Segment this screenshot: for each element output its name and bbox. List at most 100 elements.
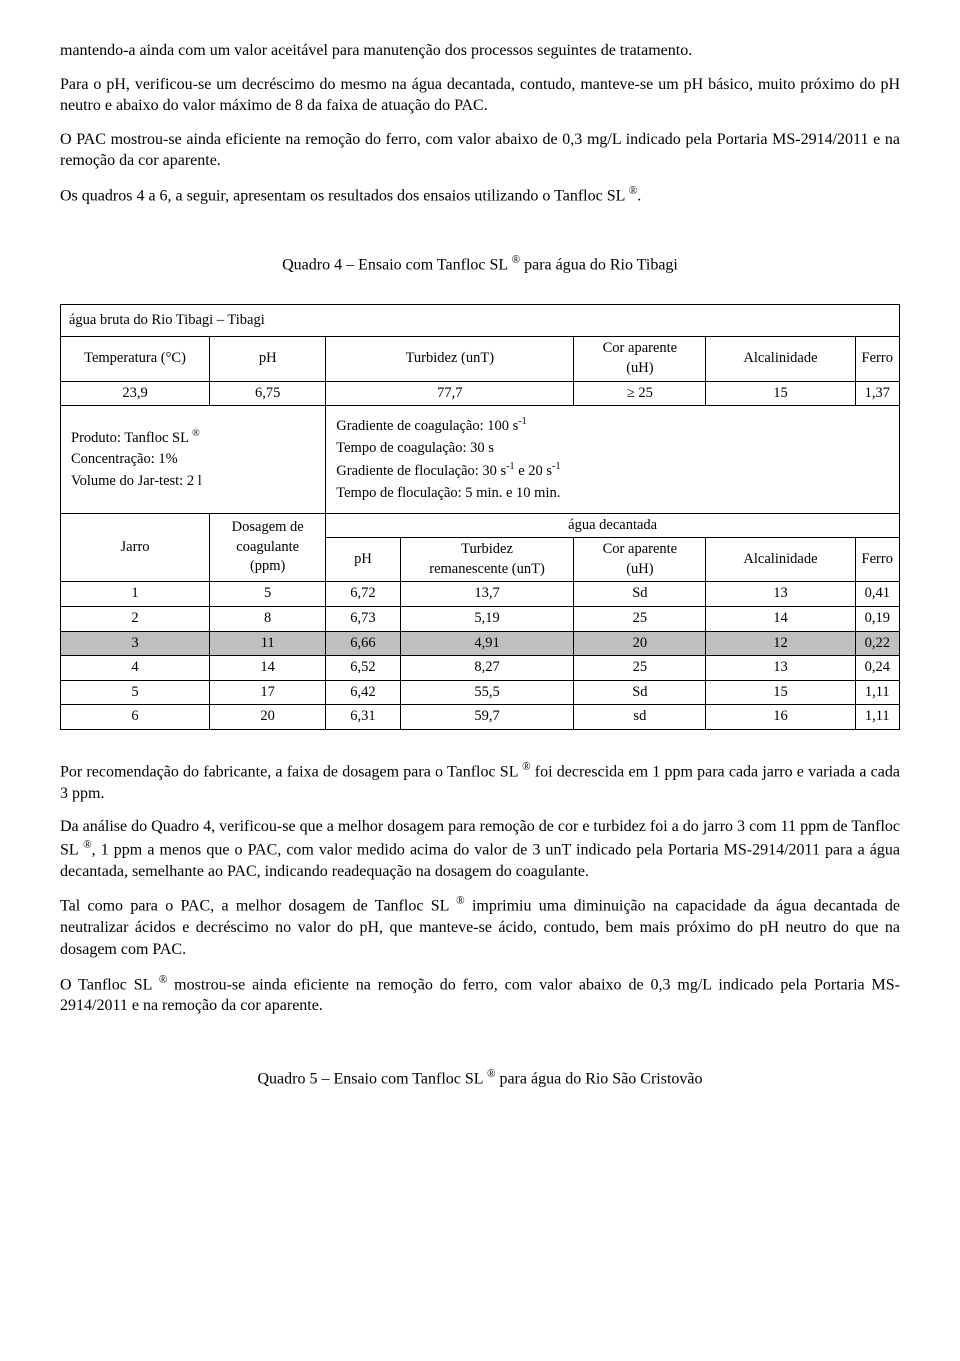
hdr2-jarro: Jarro (61, 513, 210, 582)
cell-a: 12 (706, 631, 855, 656)
cell-f: 0,22 (855, 631, 899, 656)
cell-j: 3 (61, 631, 210, 656)
cell-t: 4,91 (400, 631, 574, 656)
cell-j: 6 (61, 705, 210, 730)
cell-ph: 6,52 (326, 656, 400, 681)
raw-alc: 15 (706, 381, 855, 406)
cell-d: 5 (210, 582, 326, 607)
para-4a: Os quadros 4 a 6, a seguir, apresentam o… (60, 187, 629, 204)
cell-t: 8,27 (400, 656, 574, 681)
para-6: Da análise do Quadro 4, verificou-se que… (60, 816, 900, 882)
hdr-alc: Alcalinidade (706, 337, 855, 381)
cell-a: 16 (706, 705, 855, 730)
sup-neg1: -1 (552, 461, 560, 472)
cell-c: 20 (574, 631, 706, 656)
prod-r4: Tempo de floculação: 5 min. e 10 min. (336, 485, 560, 501)
cor-l1: Cor aparente (603, 541, 677, 557)
table-row: 156,7213,7Sd130,41 (61, 582, 900, 607)
hdr2-cor: Cor aparente (uH) (574, 538, 706, 582)
cell-f: 1,11 (855, 705, 899, 730)
raw-temp: 23,9 (61, 381, 210, 406)
cell-a: 14 (706, 606, 855, 631)
cell-d: 17 (210, 680, 326, 705)
table-row: 286,735,1925140,19 (61, 606, 900, 631)
raw-ferro: 1,37 (855, 381, 899, 406)
turb-l1: Turbidez (461, 541, 513, 557)
cell-c: Sd (574, 582, 706, 607)
table-head2-row1: Jarro Dosagem de coagulante (ppm) água d… (61, 513, 900, 538)
cell-j: 1 (61, 582, 210, 607)
cell-j: 5 (61, 680, 210, 705)
table-product-row: Produto: Tanfloc SL ® Concentração: 1% V… (61, 406, 900, 514)
cell-c: 25 (574, 656, 706, 681)
raw-turb: 77,7 (326, 381, 574, 406)
dos-l3: (ppm) (250, 558, 285, 574)
para-8a: O Tanfloc SL (60, 976, 159, 993)
para-4: Os quadros 4 a 6, a seguir, apresentam o… (60, 184, 900, 207)
para-5a: Por recomendação do fabricante, a faixa … (60, 763, 522, 780)
caption-quadro-4: Quadro 4 – Ensaio com Tanfloc SL ® para … (60, 253, 900, 276)
cell-a: 13 (706, 582, 855, 607)
cell-t: 5,19 (400, 606, 574, 631)
cell-j: 2 (61, 606, 210, 631)
reg-mark: ® (192, 428, 200, 439)
cell-ph: 6,31 (326, 705, 400, 730)
hdr2-ferro: Ferro (855, 538, 899, 582)
hdr-cor: Cor aparente (uH) (574, 337, 706, 381)
sup-neg1: -1 (518, 416, 526, 427)
caption-quadro-5: Quadro 5 – Ensaio com Tanfloc SL ® para … (60, 1067, 900, 1090)
table-row: 3116,664,9120120,22 (61, 631, 900, 656)
hdr2-turb: Turbidez remanescente (unT) (400, 538, 574, 582)
caption-2b: para água do Rio São Cristovão (495, 1070, 702, 1087)
cell-c: Sd (574, 680, 706, 705)
cell-t: 55,5 (400, 680, 574, 705)
para-7a: Tal como para o PAC, a melhor dosagem de… (60, 898, 456, 915)
cell-f: 0,41 (855, 582, 899, 607)
cell-t: 13,7 (400, 582, 574, 607)
hdr-temp: Temperatura (°C) (61, 337, 210, 381)
cell-d: 11 (210, 631, 326, 656)
turb-l2: remanescente (unT) (429, 561, 545, 577)
hdr-turb: Turbidez (unT) (326, 337, 574, 381)
cell-f: 1,11 (855, 680, 899, 705)
para-6b: , 1 ppm a menos que o PAC, com valor med… (60, 841, 900, 880)
quadro-4-table: água bruta do Rio Tibagi – Tibagi Temper… (60, 304, 900, 730)
hdr2-ph: pH (326, 538, 400, 582)
cell-j: 4 (61, 656, 210, 681)
cell-ph: 6,73 (326, 606, 400, 631)
raw-ph: 6,75 (210, 381, 326, 406)
reg-mark: ® (159, 974, 168, 986)
hdr-ferro: Ferro (855, 337, 899, 381)
hdr-ph: pH (210, 337, 326, 381)
para-4b: . (637, 187, 641, 204)
dos-l2: coagulante (236, 539, 299, 555)
prod-r1: Gradiente de coagulação: 100 s (336, 418, 518, 434)
prod-l1: Produto: Tanfloc SL (71, 430, 192, 446)
table-row: 6206,3159,7sd161,11 (61, 705, 900, 730)
para-3: O PAC mostrou-se ainda eficiente na remo… (60, 129, 900, 172)
cell-t: 59,7 (400, 705, 574, 730)
cell-ph: 6,72 (326, 582, 400, 607)
reg-mark: ® (83, 839, 92, 851)
caption-1a: Quadro 4 – Ensaio com Tanfloc SL (282, 256, 512, 273)
table-header-raw: Temperatura (°C) pH Turbidez (unT) Cor a… (61, 337, 900, 381)
reg-mark: ® (456, 895, 465, 907)
reg-mark: ® (522, 761, 531, 773)
hdr2-agua: água decantada (326, 513, 900, 538)
hdr-cor-l1: Cor aparente (603, 340, 677, 356)
prod-r2: Tempo de coagulação: 30 s (336, 440, 494, 456)
prod-l2: Concentração: 1% (71, 451, 178, 467)
cell-f: 0,19 (855, 606, 899, 631)
cell-c: sd (574, 705, 706, 730)
sup-neg1: -1 (506, 461, 514, 472)
hdr2-dosagem: Dosagem de coagulante (ppm) (210, 513, 326, 582)
hdr2-alc: Alcalinidade (706, 538, 855, 582)
prod-r3b: e 20 s (515, 463, 552, 479)
cell-a: 13 (706, 656, 855, 681)
para-8b: mostrou-se ainda eficiente na remoção do… (60, 976, 900, 1015)
cell-a: 15 (706, 680, 855, 705)
raw-cor: ≥ 25 (574, 381, 706, 406)
prod-l3: Volume do Jar-test: 2 l (71, 473, 202, 489)
cell-f: 0,24 (855, 656, 899, 681)
cell-d: 14 (210, 656, 326, 681)
